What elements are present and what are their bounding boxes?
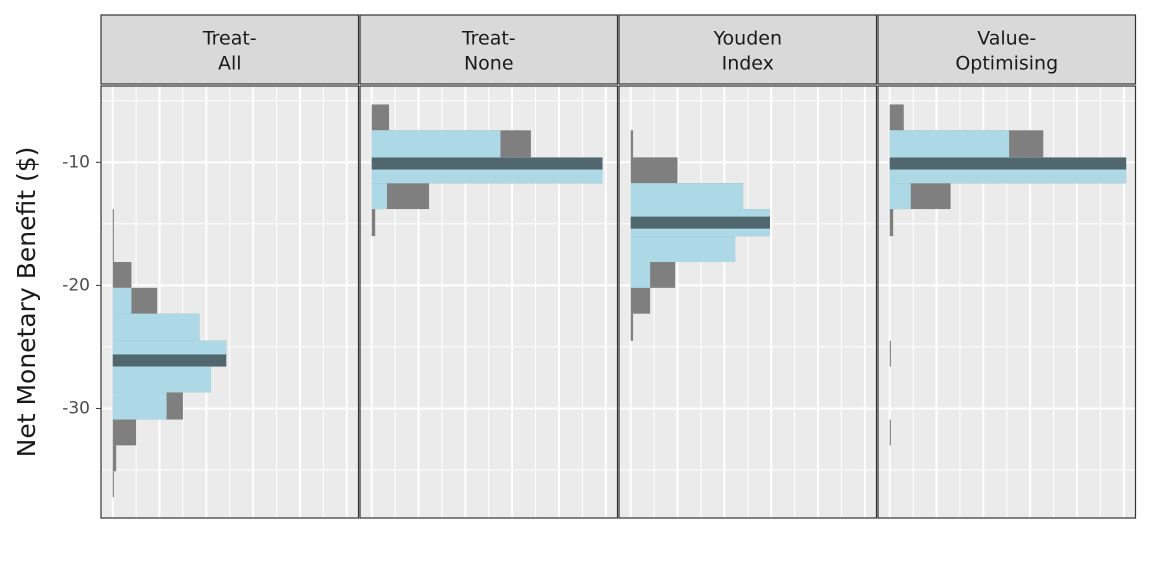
strip-label: Optimising xyxy=(955,53,1058,75)
interval-bar xyxy=(112,392,167,420)
strip-background xyxy=(359,14,619,85)
y-tick-label: -20 xyxy=(62,275,90,295)
strip-background xyxy=(100,14,360,85)
histogram-bar xyxy=(112,471,114,498)
strip-label: Youden xyxy=(712,28,782,50)
strip-label: None xyxy=(464,53,514,75)
histogram-bar xyxy=(889,209,894,237)
y-tick-label: -30 xyxy=(62,398,90,418)
histogram-bar xyxy=(112,445,117,472)
median-line xyxy=(371,157,603,170)
histogram-bar xyxy=(112,419,137,446)
histogram-bar xyxy=(112,209,114,237)
interval-bar xyxy=(371,130,501,158)
interval-bar xyxy=(630,262,651,288)
median-line xyxy=(889,157,1127,170)
panel-border xyxy=(359,85,619,519)
histogram-bar xyxy=(889,104,904,131)
histogram-bar xyxy=(889,340,891,367)
interval-bar xyxy=(889,183,911,210)
histogram-bar xyxy=(630,130,634,158)
histogram-bar xyxy=(112,262,132,288)
histogram-bar xyxy=(112,236,114,262)
interval-bar xyxy=(630,236,736,262)
interval-bar xyxy=(112,366,212,393)
histogram-bar xyxy=(630,313,634,341)
panel-border xyxy=(100,85,360,519)
interval-bar xyxy=(112,313,200,341)
histogram-bar xyxy=(371,209,376,237)
interval-bar xyxy=(630,183,744,210)
interval-bar xyxy=(889,130,1010,158)
strip-label: All xyxy=(218,53,242,75)
histogram-bar xyxy=(630,287,651,314)
strip-label: Treat- xyxy=(202,28,257,50)
interval-bar xyxy=(112,287,132,314)
panel-border xyxy=(877,85,1137,519)
median-line xyxy=(630,216,770,229)
strip-label: Value- xyxy=(977,28,1036,50)
strip-background xyxy=(618,14,878,85)
histogram-bar xyxy=(630,157,678,184)
panel-border xyxy=(618,85,878,519)
histogram-bar xyxy=(371,104,390,131)
interval-bar xyxy=(371,183,387,210)
median-line xyxy=(112,354,227,367)
histogram-bar xyxy=(889,419,891,446)
y-axis-title: Net Monetary Benefit ($) xyxy=(12,147,41,458)
strip-label: Index xyxy=(722,53,774,75)
y-tick-label: -10 xyxy=(62,152,90,172)
strip-background xyxy=(877,14,1137,85)
strip-label: Treat- xyxy=(461,28,516,50)
